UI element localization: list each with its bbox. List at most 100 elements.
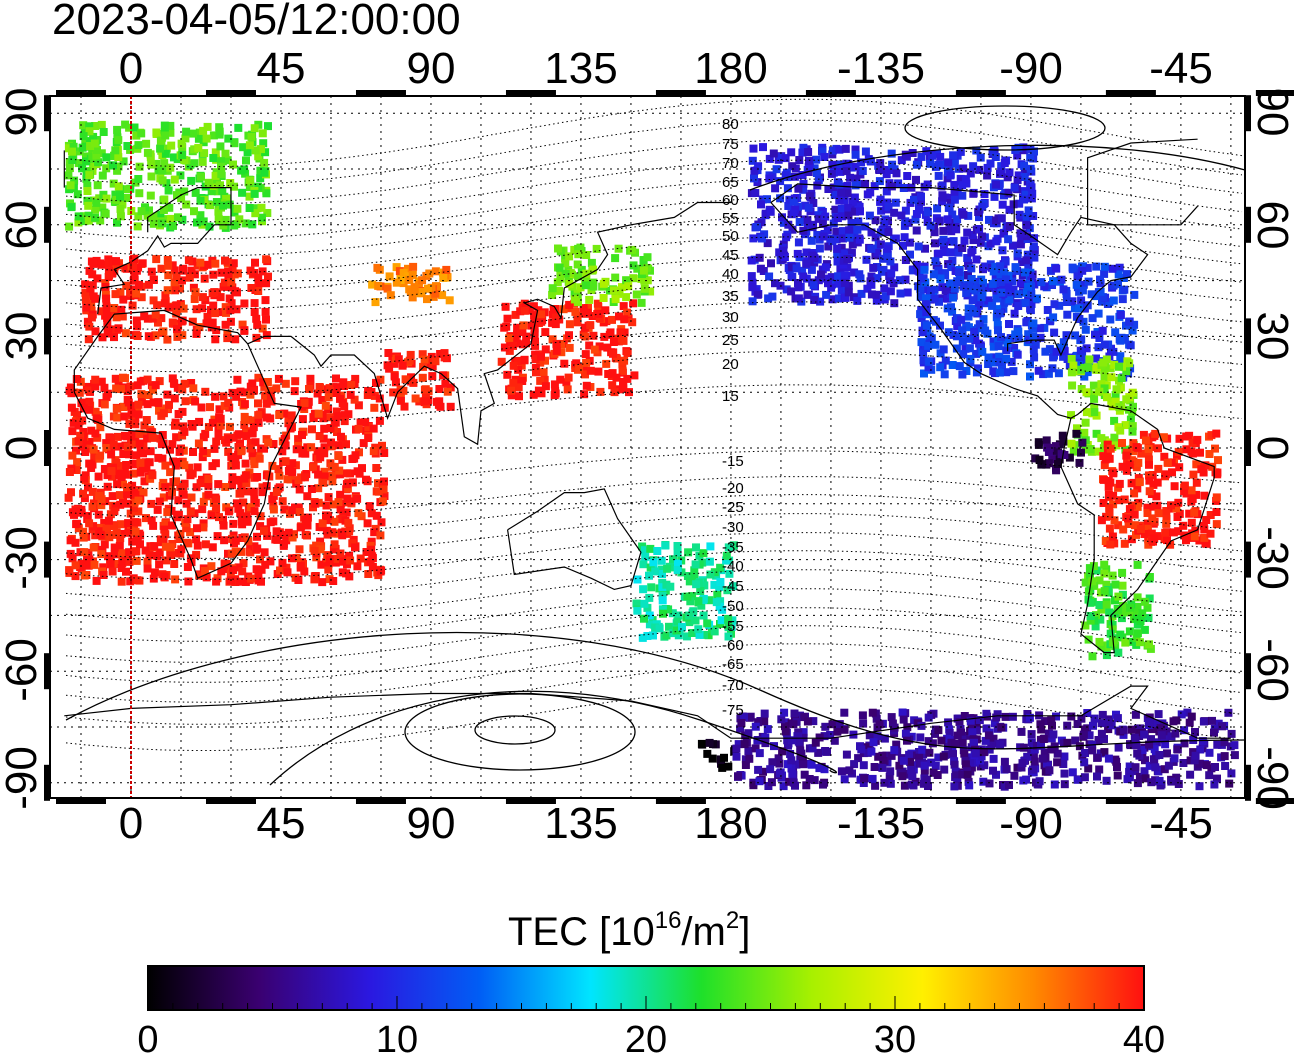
tec-cell xyxy=(87,426,96,435)
tec-cell xyxy=(1117,374,1126,383)
tec-cell xyxy=(992,713,1001,722)
dip-contour-label: 50 xyxy=(722,228,739,245)
tec-cell xyxy=(990,353,999,362)
tec-cell xyxy=(131,420,140,429)
tec-cell xyxy=(967,264,976,273)
tec-cell xyxy=(992,216,1001,225)
dip-contour xyxy=(65,494,1243,538)
tec-cell xyxy=(1162,507,1171,515)
tec-cell xyxy=(618,367,627,375)
tec-cell xyxy=(246,266,255,275)
tec-cell xyxy=(989,337,998,346)
tec-cell xyxy=(1114,743,1123,752)
tec-cell xyxy=(1206,511,1215,519)
tec-cell xyxy=(1080,372,1089,381)
tec-cell xyxy=(832,235,841,244)
tec-cell xyxy=(673,542,682,550)
tec-cell xyxy=(1042,436,1051,445)
tec-cell xyxy=(1100,269,1109,278)
tec-cell xyxy=(1098,293,1107,302)
tec-cell xyxy=(767,778,776,787)
tec-cell xyxy=(599,294,608,302)
tec-cell xyxy=(1130,521,1139,530)
tec-cell xyxy=(82,303,91,312)
tec-cell xyxy=(527,321,536,330)
tec-cell xyxy=(884,166,893,174)
tec-cell xyxy=(1130,290,1139,299)
tec-cell xyxy=(262,413,271,422)
tec-cell xyxy=(216,142,225,151)
tec-cell xyxy=(185,273,194,282)
tec-cell xyxy=(1125,317,1134,326)
tec-cell xyxy=(811,738,820,747)
tec-cell xyxy=(139,449,147,458)
tec-cell xyxy=(969,162,978,171)
tec-cell xyxy=(959,164,968,173)
tec-cell xyxy=(284,528,293,537)
tec-cell xyxy=(936,321,944,330)
tec-cell xyxy=(163,286,172,295)
tec-cell xyxy=(74,437,83,446)
tec-cell xyxy=(997,723,1006,732)
tec-cell xyxy=(799,760,808,769)
tec-cell xyxy=(1024,261,1033,270)
tec-cell xyxy=(914,266,923,275)
tec-cell xyxy=(673,617,682,626)
tec-cell xyxy=(1145,761,1154,770)
tec-cell xyxy=(810,164,819,173)
tec-cell xyxy=(685,618,694,627)
tec-cell xyxy=(372,464,381,472)
tec-cell xyxy=(867,747,876,756)
tec-cell xyxy=(1011,263,1020,272)
tec-cell xyxy=(759,143,767,152)
tec-cell xyxy=(867,290,876,299)
tec-cell xyxy=(658,596,667,605)
tec-cell xyxy=(243,517,252,526)
tec-cell xyxy=(1118,590,1127,599)
tec-cell xyxy=(199,433,208,442)
lon-top-tick: 45 xyxy=(256,44,306,93)
tec-cell xyxy=(98,203,107,212)
tec-cell xyxy=(992,237,1001,246)
tec-cell xyxy=(1045,443,1054,452)
tec-cell xyxy=(211,171,220,180)
tec-cell xyxy=(582,381,591,390)
tec-cell xyxy=(808,251,817,260)
tec-cell xyxy=(692,543,700,552)
tec-cell xyxy=(856,207,864,216)
tec-cell xyxy=(699,596,708,604)
tec-cell xyxy=(260,168,269,177)
tec-cell xyxy=(92,576,101,585)
tec-cell xyxy=(805,775,814,783)
tec-cell xyxy=(111,374,120,383)
tec-cell xyxy=(990,192,999,201)
tec-cell xyxy=(724,621,733,630)
tec-cell xyxy=(1014,327,1023,336)
tec-cell xyxy=(184,577,193,586)
tec-cell xyxy=(166,121,175,130)
tec-cell xyxy=(976,153,985,162)
tec-cell xyxy=(674,611,683,620)
tec-cell xyxy=(206,201,214,210)
tec-cell xyxy=(622,293,631,302)
tec-cell xyxy=(167,551,176,559)
tec-cell xyxy=(1017,235,1026,244)
tec-cell xyxy=(431,267,440,276)
tec-cell xyxy=(906,250,914,259)
tec-cell xyxy=(1067,712,1076,721)
tec-cell xyxy=(400,402,409,411)
tec-cell xyxy=(133,576,142,585)
tec-cell xyxy=(1093,363,1101,372)
tec-cell xyxy=(582,251,591,259)
tec-cell xyxy=(1037,278,1046,287)
tec-cell xyxy=(231,578,240,586)
tec-cell xyxy=(1143,509,1152,517)
tec-cell xyxy=(292,445,301,454)
tec-cell xyxy=(998,362,1006,371)
tec-cell xyxy=(615,312,623,321)
tec-cell xyxy=(968,296,977,305)
tec-cell xyxy=(1000,268,1008,277)
tec-cell xyxy=(620,328,629,337)
tec-cell xyxy=(900,781,909,790)
tec-cell xyxy=(1230,741,1239,750)
